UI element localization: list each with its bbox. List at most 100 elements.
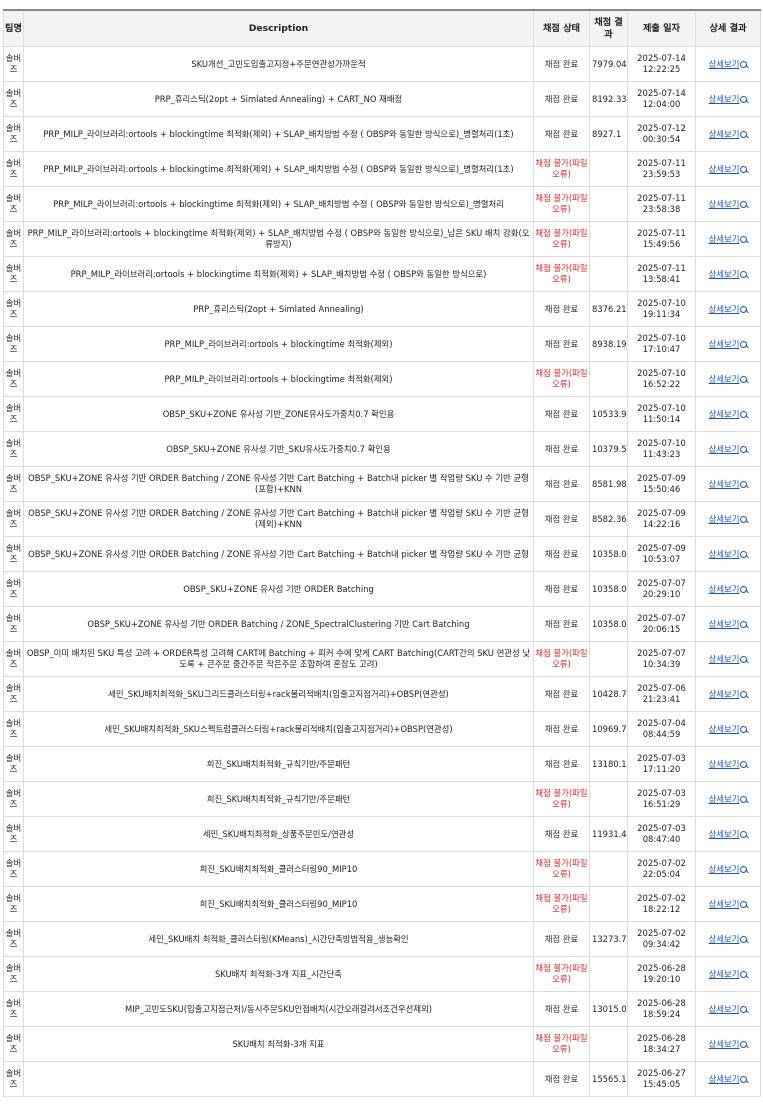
- detail-cell: 상세보기: [695, 221, 761, 257]
- detail-link[interactable]: 상세보기: [709, 584, 748, 594]
- table-row: 솔버즈 희진_SKU배치최적화_규칙기반/주문패턴 채점 불가(파일 오류) 2025…: [3, 781, 761, 817]
- detail-link[interactable]: 상세보기: [709, 899, 748, 909]
- detail-cell: 상세보기: [695, 536, 761, 572]
- header-status: 채점 상태: [533, 9, 590, 47]
- detail-link[interactable]: 상세보기: [709, 549, 748, 559]
- date-cell: 2025-06-28 18:34:27: [627, 1026, 696, 1062]
- detail-link-label: 상세보기: [708, 1003, 740, 1014]
- magnifier-icon: [740, 410, 748, 418]
- detail-link[interactable]: 상세보기: [709, 479, 748, 489]
- description-cell: [23, 1061, 534, 1097]
- time-text: 00:30:54: [642, 134, 681, 144]
- magnifier-icon: [740, 865, 748, 873]
- time-text: 21:23:41: [642, 694, 681, 704]
- detail-link[interactable]: 상세보기: [709, 1004, 748, 1014]
- score-cell: [589, 361, 628, 397]
- detail-link[interactable]: 상세보기: [709, 514, 748, 524]
- score-cell: 13273.79: [589, 921, 628, 957]
- detail-link[interactable]: 상세보기: [709, 864, 748, 874]
- description-cell: 희진_SKU배치최적화_규칙기반/주문패턴: [23, 746, 534, 782]
- detail-cell: 상세보기: [695, 956, 761, 992]
- team-cell: 솔버즈: [3, 326, 24, 362]
- detail-cell: 상세보기: [695, 81, 761, 117]
- detail-link[interactable]: 상세보기: [709, 339, 748, 349]
- score-cell: 10379.51: [589, 431, 628, 467]
- date-text: 2025-07-06: [637, 683, 686, 694]
- detail-cell: 상세보기: [695, 711, 761, 747]
- detail-link[interactable]: 상세보기: [709, 1039, 748, 1049]
- date-text: 2025-07-09: [637, 508, 686, 519]
- team-cell: 솔버즈: [3, 396, 24, 432]
- score-cell: 8192.33: [589, 81, 628, 117]
- status-cell: 채점 불가(파일 오류): [533, 256, 590, 292]
- description-cell: PRP_휴리스틱(2opt + Simlated Annealing): [23, 291, 534, 327]
- description-cell: 희진_SKU배치최적화_규칙기반/주문패턴: [23, 781, 534, 817]
- date-text: 2025-07-10: [637, 298, 686, 309]
- detail-link-label: 상세보기: [708, 373, 740, 384]
- table-row: 솔버즈 OBSP_SKU+ZONE 유사성 기반 ORDER Batching /…: [3, 466, 761, 502]
- detail-link[interactable]: 상세보기: [709, 304, 748, 314]
- detail-link[interactable]: 상세보기: [709, 409, 748, 419]
- detail-link[interactable]: 상세보기: [709, 689, 748, 699]
- time-text: 08:47:40: [642, 834, 681, 844]
- magnifier-icon: [740, 445, 748, 453]
- detail-link[interactable]: 상세보기: [709, 199, 748, 209]
- status-cell: 채점 완료: [533, 466, 590, 502]
- detail-link[interactable]: 상세보기: [709, 619, 748, 629]
- detail-link[interactable]: 상세보기: [709, 724, 748, 734]
- detail-link[interactable]: 상세보기: [709, 1074, 748, 1084]
- date-cell: 2025-07-02 18:22:12: [627, 886, 696, 922]
- detail-link[interactable]: 상세보기: [709, 94, 748, 104]
- detail-link[interactable]: 상세보기: [709, 444, 748, 454]
- date-cell: 2025-07-03 16:51:29: [627, 781, 696, 817]
- detail-cell: 상세보기: [695, 46, 761, 82]
- time-text: 23:58:38: [642, 204, 681, 214]
- status-cell: 채점 완료: [533, 606, 590, 642]
- table-row: 솔버즈 SKU개선_고빈도입출고지정+주문연관성가까운적 채점 완료 7979.04 2…: [3, 46, 761, 82]
- detail-link[interactable]: 상세보기: [709, 934, 748, 944]
- detail-link-label: 상세보기: [708, 863, 740, 874]
- detail-cell: 상세보기: [695, 571, 761, 607]
- status-cell: 채점 완료: [533, 326, 590, 362]
- date-text: 2025-07-11: [637, 158, 686, 169]
- detail-link-label: 상세보기: [708, 618, 740, 629]
- detail-link[interactable]: 상세보기: [709, 759, 748, 769]
- team-cell: 솔버즈: [3, 851, 24, 887]
- detail-link[interactable]: 상세보기: [709, 829, 748, 839]
- detail-link-label: 상세보기: [708, 688, 740, 699]
- detail-link[interactable]: 상세보기: [709, 59, 748, 69]
- team-cell: 솔버즈: [3, 536, 24, 572]
- score-cell: 8581.98: [589, 466, 628, 502]
- date-cell: 2025-07-11 23:59:53: [627, 151, 696, 187]
- table-body: 솔버즈 SKU개선_고빈도입출고지정+주문연관성가까운적 채점 완료 7979.04 2…: [3, 46, 761, 1097]
- table-row: 솔버즈 SKU배치 최적화-3개 지표_시간단축 채점 불가(파일 오류) 2025-…: [3, 956, 761, 992]
- score-cell: [589, 956, 628, 992]
- detail-link[interactable]: 상세보기: [709, 654, 748, 664]
- description-cell: OBSP_SKU+ZONE 유사성 기반 ORDER Batching / ZO…: [23, 606, 534, 642]
- date-text: 2025-07-12: [637, 123, 686, 134]
- table-row: 솔버즈 PRP_MILP_라이브러리:ortools + blockingtime…: [3, 256, 761, 292]
- detail-link-label: 상세보기: [708, 898, 740, 909]
- time-text: 14:22:16: [642, 519, 681, 529]
- score-cell: 7979.04: [589, 46, 628, 82]
- date-cell: 2025-07-03 08:47:40: [627, 816, 696, 852]
- table-row: 솔버즈 OBSP_SKU+ZONE 유사성 기반_SKU유사도가중치0.7 확인용…: [3, 431, 761, 467]
- detail-link[interactable]: 상세보기: [709, 164, 748, 174]
- team-cell: 솔버즈: [3, 711, 24, 747]
- detail-link[interactable]: 상세보기: [709, 969, 748, 979]
- detail-link[interactable]: 상세보기: [709, 129, 748, 139]
- team-cell: 솔버즈: [3, 431, 24, 467]
- detail-link[interactable]: 상세보기: [709, 374, 748, 384]
- date-cell: 2025-06-28 18:59:24: [627, 991, 696, 1027]
- detail-link[interactable]: 상세보기: [709, 269, 748, 279]
- score-cell: 10533.99: [589, 396, 628, 432]
- detail-link-label: 상세보기: [708, 758, 740, 769]
- status-cell: 채점 완료: [533, 746, 590, 782]
- detail-link[interactable]: 상세보기: [709, 794, 748, 804]
- magnifier-icon: [740, 900, 748, 908]
- detail-link[interactable]: 상세보기: [709, 234, 748, 244]
- team-cell: 솔버즈: [3, 46, 24, 82]
- header-date: 제출 일자: [627, 9, 696, 47]
- description-cell: OBSP_SKU+ZONE 유사성 기반_ZONE유사도가중치0.7 확인용: [23, 396, 534, 432]
